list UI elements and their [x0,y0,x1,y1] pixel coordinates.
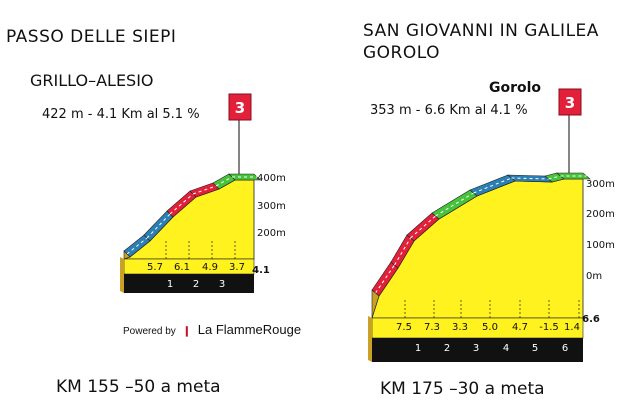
left-km-label: 2 [193,279,199,290]
left-km-label: 1 [167,279,173,290]
flamme-rouge-logo-text: La FlammeRouge [197,322,302,337]
left-elevation-tick: 200m [257,228,286,239]
left-ridge-dash [169,193,194,215]
right-km-label: 3 [473,343,479,354]
right-elevation-tick: 100m [586,240,615,251]
flamme-rouge-icon: ❙ [182,326,191,337]
right-km-band [372,338,583,362]
left-km-label: 3 [219,279,225,290]
right-ridge-dash [473,177,512,194]
right-climb-summary: 353 m - 6.6 Km al 4.1 % [370,103,528,118]
left-gradient-label: 3.7 [229,262,245,273]
right-elevation-tick: 300m [586,179,615,190]
right-gradient-label: 7.5 [396,322,412,333]
left-climb-name: GRILLO–ALESIO [30,71,154,90]
right-chart-title: SAN GIOVANNI IN GALILEA [363,21,599,41]
right-gradient-label: 1.4 [564,322,580,333]
left-climb-summary: 422 m - 4.1 Km al 5.1 % [42,107,200,122]
right-footer: KM 175 –30 a meta [380,379,545,399]
right-gradient-label: -1.5 [539,322,559,333]
left-band-depth [120,257,124,293]
right-category-label: 3 [565,94,575,112]
right-km-label: 4 [503,343,509,354]
left-side-wall [123,250,131,260]
right-gradient-label: 7.3 [424,322,440,333]
right-ridge-dash [511,177,549,180]
right-climb-name: Gorolo [489,80,542,96]
right-km-label: 5 [532,343,538,354]
left-category-label: 3 [235,99,245,117]
left-elevation-tick: 400m [257,173,286,184]
left-chart-title: PASSO DELLE SIEPI [6,27,177,47]
right-km-label: 6 [562,343,568,354]
left-gradient-label: 4.9 [202,262,218,273]
right-km-label: 2 [444,343,450,354]
left-ridge-dash [192,185,217,195]
right-elevation-tick: 0m [586,271,602,282]
right-gradient-label: 4.7 [512,322,528,333]
left-ridge-dash [126,237,148,255]
right-ridge-dash [548,175,561,180]
left-km-label: 4.1 [252,265,270,276]
right-km-label: 1 [415,343,421,354]
right-ridge-dash [394,237,411,266]
left-elevation-tick: 300m [257,201,286,212]
left-gradient-label: 6.1 [174,262,190,273]
left-category-flag [228,93,252,121]
powered-by-label: Powered by [123,326,176,337]
right-km-label: 6.6 [582,314,600,325]
right-band-depth [368,316,372,362]
left-footer: KM 155 –50 a meta [56,377,221,397]
left-gradient-label: 5.7 [147,262,163,273]
right-elevation-tick: 200m [586,209,615,220]
left-km-band [124,274,254,293]
right-gradient-label: 3.3 [452,322,468,333]
right-category-flag [558,88,582,116]
right-gradient-label: 5.0 [482,322,498,333]
right-side-wall [371,289,380,319]
right-ridge-dash [435,192,474,217]
right-chart-subtitle: GOROLO [363,43,440,63]
powered-by-branding: Powered by ❙ La FlammeRouge [123,322,301,337]
